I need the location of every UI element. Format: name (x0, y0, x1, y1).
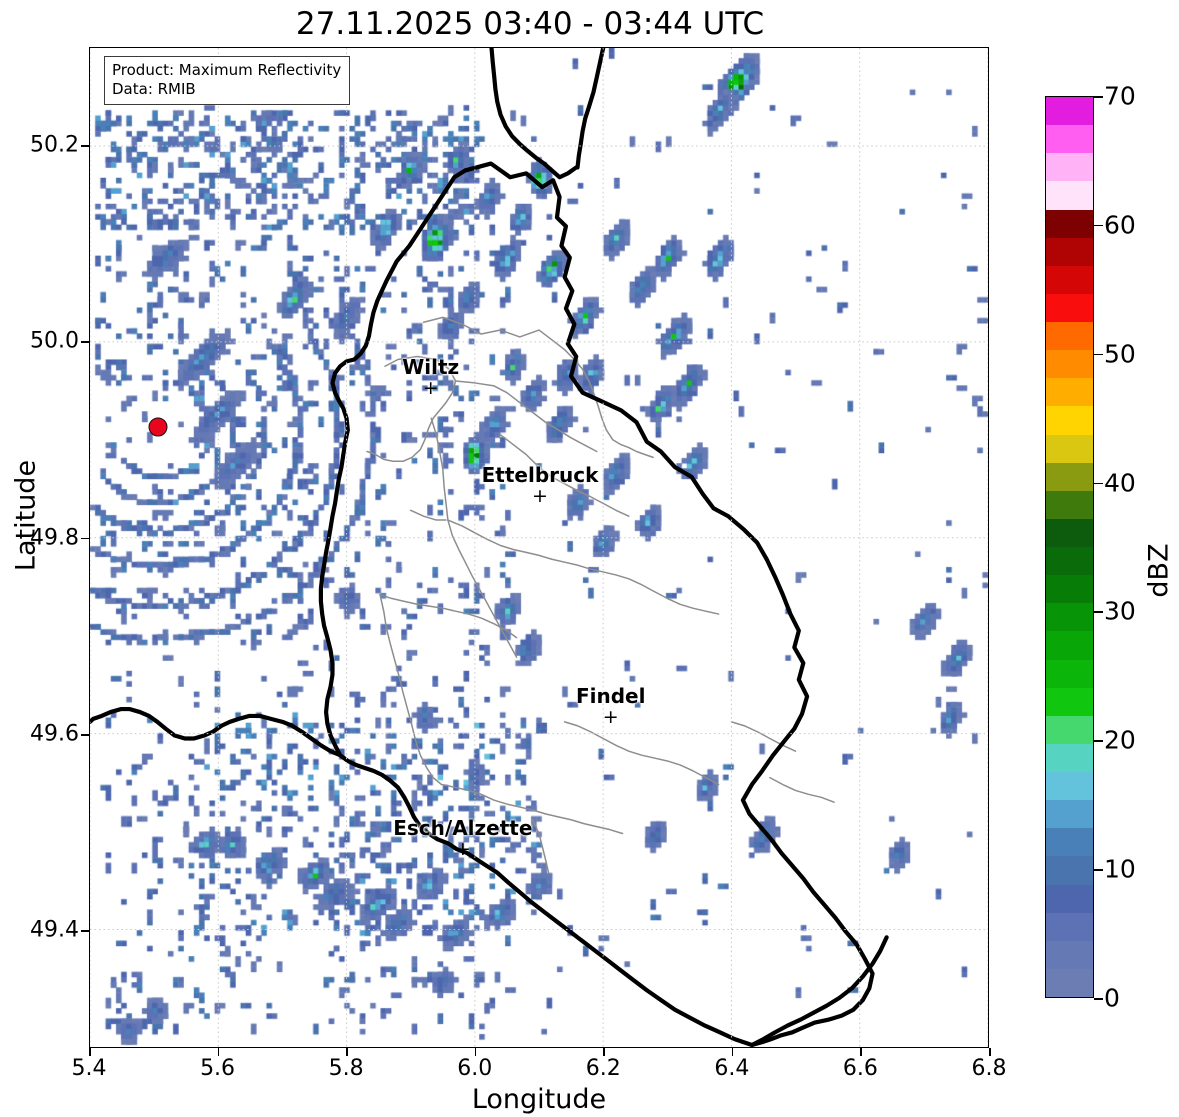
y-tickmark (81, 930, 89, 932)
radar-plot-area: Product: Maximum Reflectivity Data: RMIB… (89, 47, 989, 1048)
y-tick-label: 49.6 (30, 721, 79, 747)
colorbar-tickmark (1094, 224, 1103, 227)
y-tickmark (81, 733, 89, 736)
colorbar-tickmark (1094, 869, 1103, 871)
colorbar-band (1046, 125, 1093, 154)
colorbar-band (1046, 828, 1093, 857)
colorbar-band (1046, 518, 1093, 547)
radar-reflectivity-layer (90, 48, 988, 1047)
colorbar-band (1046, 97, 1093, 126)
x-tick-label: 5.6 (200, 1056, 236, 1081)
colorbar-band (1046, 153, 1093, 182)
colorbar-band (1046, 575, 1093, 604)
colorbar-tick-label: 40 (1104, 468, 1136, 498)
colorbar-band (1046, 350, 1093, 379)
colorbar-band (1046, 293, 1093, 322)
colorbar-tickmark (1094, 611, 1103, 614)
colorbar-tick-label: 20 (1104, 725, 1136, 755)
x-tick-label: 6.2 (585, 1056, 621, 1081)
colorbar-band (1046, 743, 1093, 772)
colorbar-band (1046, 940, 1093, 969)
x-tickmark (474, 1048, 477, 1056)
colorbar-band (1046, 603, 1093, 632)
colorbar-tick-label: 60 (1104, 210, 1136, 240)
y-tickmark (81, 145, 89, 147)
x-tick-label: 5.8 (328, 1056, 364, 1081)
colorbar-tick-label: 70 (1104, 81, 1136, 111)
x-tick-label: 5.4 (71, 1056, 107, 1081)
colorbar-band (1046, 378, 1093, 407)
colorbar-tickmark (1094, 740, 1103, 742)
colorbar-label: dBZ (1143, 543, 1175, 598)
colorbar-band (1046, 406, 1093, 435)
info-box: Product: Maximum Reflectivity Data: RMIB (104, 56, 351, 105)
colorbar (1045, 96, 1094, 998)
colorbar-tick-label: 10 (1104, 854, 1136, 884)
x-tickmark (89, 1048, 91, 1056)
x-tick-label: 6.0 (457, 1056, 493, 1081)
x-tickmark (989, 1048, 991, 1056)
x-axis-label: Longitude (471, 1084, 607, 1115)
x-tickmark (346, 1048, 348, 1056)
colorbar-tickmark (1094, 482, 1103, 485)
colorbar-band (1046, 800, 1093, 829)
y-tick-label: 50.2 (30, 132, 79, 158)
x-tick-label: 6.6 (842, 1056, 878, 1081)
colorbar-band (1046, 434, 1093, 463)
y-tick-label: 50.0 (30, 328, 79, 354)
colorbar-band (1046, 772, 1093, 801)
x-tickmark (603, 1048, 605, 1056)
y-tickmark (81, 537, 89, 540)
colorbar-band (1046, 181, 1093, 210)
colorbar-tick-label: 30 (1104, 596, 1136, 626)
info-product-line: Product: Maximum Reflectivity (112, 61, 342, 79)
y-axis-label: Latitude (10, 459, 42, 572)
y-tick-label: 49.8 (30, 525, 79, 551)
colorbar-band (1046, 237, 1093, 266)
colorbar-tickmark (1094, 353, 1103, 356)
info-data-line: Data: RMIB (112, 79, 196, 98)
y-tickmark (81, 341, 89, 343)
x-tickmark (731, 1048, 734, 1056)
colorbar-tickmark (1094, 998, 1103, 1000)
x-tickmark (860, 1048, 863, 1056)
colorbar-band (1046, 968, 1093, 997)
colorbar-band (1046, 715, 1093, 744)
colorbar-band (1046, 490, 1093, 519)
colorbar-band (1046, 322, 1093, 351)
colorbar-band (1046, 687, 1093, 716)
colorbar-band (1046, 631, 1093, 660)
colorbar-band (1046, 912, 1093, 941)
x-tick-label: 6.8 (971, 1056, 1007, 1081)
colorbar-tick-label: 0 (1104, 983, 1120, 1013)
map-borders-layer (90, 48, 889, 1047)
colorbar-band (1046, 209, 1093, 238)
radar-site-marker (148, 417, 167, 437)
colorbar-band (1046, 659, 1093, 688)
colorbar-band (1046, 265, 1093, 294)
x-tickmark (217, 1048, 220, 1056)
colorbar-tick-label: 50 (1104, 339, 1136, 369)
colorbar-band (1046, 462, 1093, 491)
colorbar-tickmark (1094, 96, 1103, 98)
gridlines-layer (90, 48, 988, 1047)
page-title: 27.11.2025 03:40 - 03:44 UTC (295, 6, 765, 42)
colorbar-band (1046, 547, 1093, 576)
x-tick-label: 6.4 (714, 1056, 750, 1081)
colorbar-band (1046, 884, 1093, 913)
y-tick-label: 49.4 (30, 917, 79, 943)
colorbar-band (1046, 856, 1093, 885)
